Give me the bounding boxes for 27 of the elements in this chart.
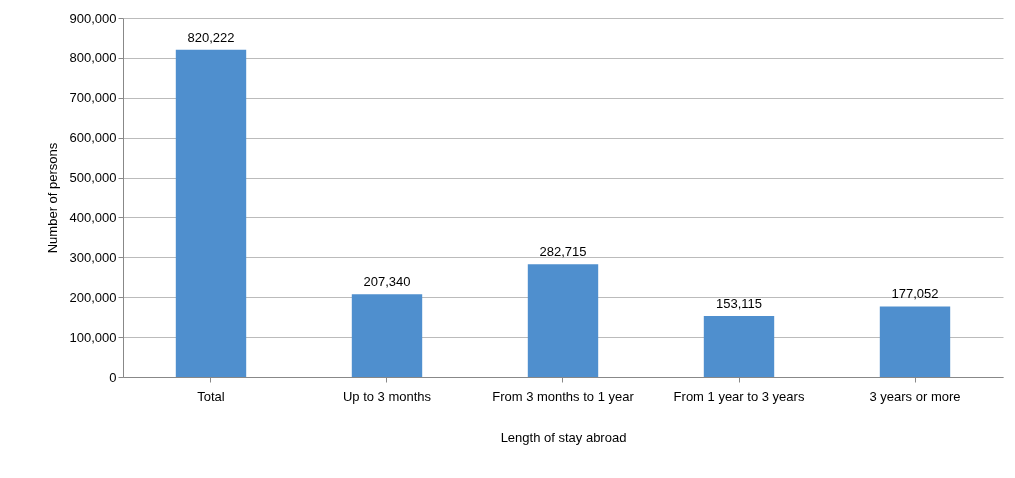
x-tick-label: From 1 year to 3 years bbox=[673, 388, 805, 404]
x-tick-label: Up to 3 months bbox=[342, 388, 432, 404]
bar bbox=[879, 306, 951, 377]
x-tick-label: From 3 months to 1 year bbox=[492, 388, 635, 404]
bar bbox=[351, 294, 423, 377]
y-tick-label: 500,000 bbox=[69, 170, 117, 186]
bar bbox=[703, 315, 775, 377]
data-label: 153,115 bbox=[715, 295, 763, 311]
bar bbox=[527, 264, 599, 377]
y-axis-title: Number of persons bbox=[44, 142, 60, 254]
y-tick-label: 800,000 bbox=[69, 50, 117, 66]
x-tick-label: 3 years or more bbox=[869, 388, 961, 404]
x-tick-label: Total bbox=[197, 388, 225, 404]
y-tick-label: 200,000 bbox=[69, 289, 117, 305]
data-label: 177,052 bbox=[891, 286, 939, 302]
bar bbox=[175, 49, 247, 377]
y-tick-label: 600,000 bbox=[69, 130, 117, 146]
x-axis-title: Length of stay abroad bbox=[500, 429, 627, 445]
y-tick-label: 700,000 bbox=[69, 90, 117, 106]
y-tick-label: 100,000 bbox=[69, 329, 117, 345]
y-tick-label: 900,000 bbox=[69, 10, 117, 26]
data-label: 282,715 bbox=[539, 244, 587, 260]
data-label: 207,340 bbox=[363, 274, 411, 290]
y-tick-label: 0 bbox=[109, 369, 117, 385]
y-tick-label: 300,000 bbox=[69, 249, 117, 265]
y-tick-label: 400,000 bbox=[69, 209, 117, 225]
data-label: 820,222 bbox=[187, 29, 235, 45]
